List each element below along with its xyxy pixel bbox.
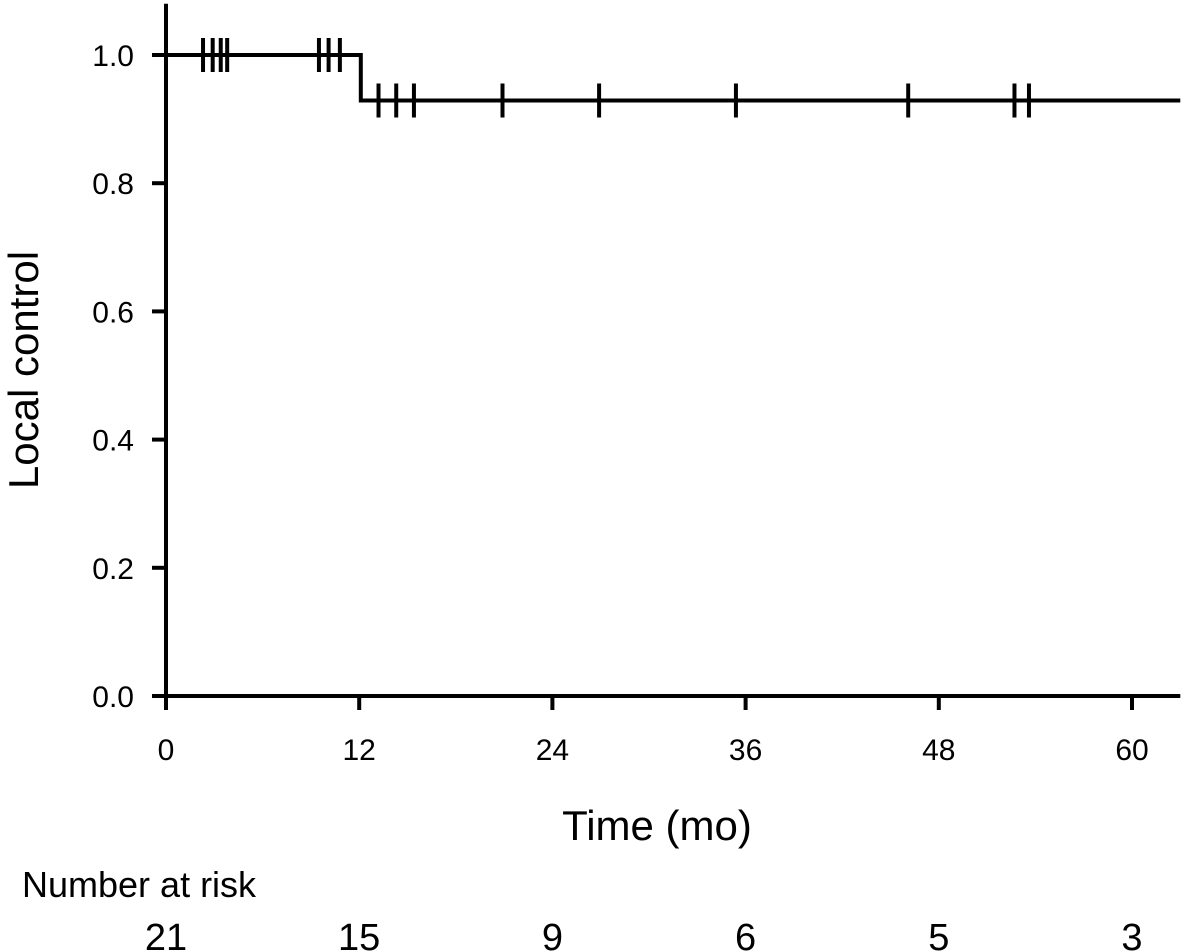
y-tick-label: 0.0 bbox=[92, 681, 134, 714]
risk-table-title: Number at risk bbox=[22, 864, 257, 905]
x-tick-label: 36 bbox=[729, 734, 762, 767]
y-axis-ticks: 0.0 0.2 0.4 0.6 0.8 1.0 bbox=[92, 40, 166, 714]
risk-value: 3 bbox=[1121, 917, 1142, 952]
axes bbox=[164, 3, 1181, 698]
survival-step-line bbox=[166, 53, 1181, 103]
risk-value: 21 bbox=[145, 917, 187, 952]
x-tick-label: 12 bbox=[343, 734, 376, 767]
risk-value: 6 bbox=[735, 917, 756, 952]
risk-value: 15 bbox=[338, 917, 380, 952]
risk-value: 9 bbox=[542, 917, 563, 952]
y-axis-label: Local control bbox=[0, 251, 47, 489]
x-tick-label: 0 bbox=[158, 734, 175, 767]
censor-marks bbox=[201, 38, 1031, 118]
y-tick-label: 0.6 bbox=[92, 296, 134, 329]
x-axis-label: Time (mo) bbox=[562, 802, 752, 849]
survival-curve bbox=[166, 53, 1181, 103]
y-tick-label: 0.2 bbox=[92, 553, 134, 586]
x-tick-label: 60 bbox=[1115, 734, 1148, 767]
y-tick-label: 0.8 bbox=[92, 168, 134, 201]
x-tick-label: 48 bbox=[922, 734, 955, 767]
x-axis-ticks: 0 12 24 36 48 60 bbox=[158, 696, 1149, 767]
x-tick-label: 24 bbox=[536, 734, 569, 767]
risk-value: 5 bbox=[928, 917, 949, 952]
y-tick-label: 1.0 bbox=[92, 40, 134, 73]
risk-table-values: 21 15 9 6 5 3 bbox=[145, 917, 1143, 952]
y-tick-label: 0.4 bbox=[92, 425, 134, 458]
